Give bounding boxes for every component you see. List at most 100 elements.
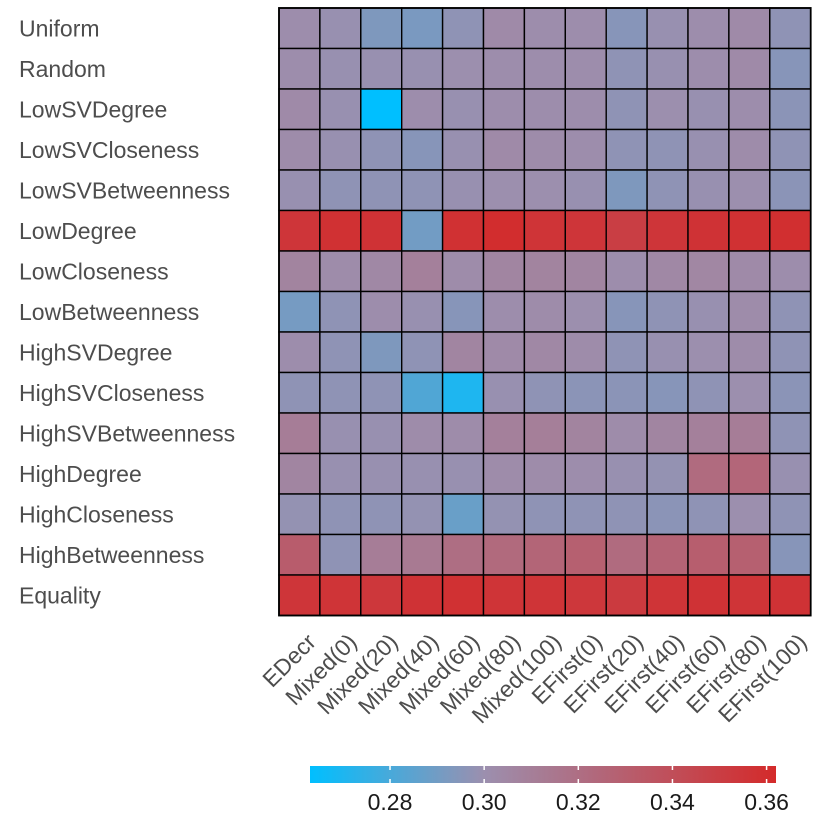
- heatmap-cell: [401, 250, 444, 293]
- heatmap-cell: [646, 493, 689, 536]
- colorbar-tick-label: 0.30: [462, 789, 507, 815]
- heatmap-cell: [278, 574, 321, 617]
- row-labels: Uniform Random LowSVDegree LowSVCloseness Lo…: [19, 15, 235, 608]
- heatmap-cell: [523, 574, 567, 617]
- row-label: Random: [19, 56, 106, 82]
- heatmap-cell: [401, 209, 444, 252]
- heatmap-cell: [769, 47, 812, 90]
- heatmap-cell: [319, 209, 362, 252]
- heatmap-cell: [360, 331, 403, 374]
- heatmap-cell: [319, 290, 362, 333]
- heatmap-cell: [401, 574, 444, 617]
- heatmap-cell: [728, 290, 771, 333]
- heatmap-cell: [769, 412, 812, 455]
- heatmap-cell: [769, 574, 812, 617]
- heatmap-cell: [319, 169, 362, 212]
- heatmap-cell: [564, 452, 607, 495]
- heatmap-cell: [605, 209, 648, 252]
- heatmap-cell: [564, 250, 607, 293]
- row-label: HighCloseness: [19, 501, 174, 527]
- row-label: HighSVDegree: [19, 339, 172, 365]
- heatmap-cell: [769, 128, 812, 171]
- heatmap-cell: [401, 452, 444, 495]
- heatmap-cell: [523, 371, 567, 414]
- heatmap-cell: [646, 250, 689, 293]
- heatmap-cell: [482, 47, 526, 90]
- heatmap-cell: [564, 331, 607, 374]
- heatmap-cell: [482, 533, 526, 576]
- heatmap-cell: [728, 7, 771, 50]
- heatmap-cell: [401, 371, 444, 414]
- heatmap-cell: [564, 371, 607, 414]
- heatmap-cell: [605, 169, 648, 212]
- colorbar-ticks: 0.28 0.30 0.32 0.34 0.36: [368, 766, 789, 815]
- heatmap-cell: [769, 290, 812, 333]
- heatmap-cell: [564, 533, 607, 576]
- heatmap-cell: [523, 412, 567, 455]
- heatmap-cell: [319, 412, 362, 455]
- heatmap-cell: [769, 533, 812, 576]
- heatmap-cell: [687, 412, 730, 455]
- heatmap-cell: [278, 331, 321, 374]
- heatmap-cell: [482, 88, 526, 131]
- heatmap-cell: [523, 290, 567, 333]
- heatmap-cell: [564, 47, 607, 90]
- heatmap-cell: [769, 169, 812, 212]
- heatmap-cell: [482, 250, 526, 293]
- heatmap-cell: [605, 371, 648, 414]
- grid-border: [278, 7, 812, 617]
- heatmap-cell: [523, 47, 567, 90]
- heatmap-cell: [319, 452, 362, 495]
- heatmap-cell: [564, 128, 607, 171]
- row-label: HighSVCloseness: [19, 380, 204, 406]
- heatmap-cell: [441, 533, 485, 576]
- heatmap-cell: [319, 88, 362, 131]
- heatmap-cell: [728, 169, 771, 212]
- heatmap-cell: [319, 250, 362, 293]
- heatmap-cell: [319, 493, 362, 536]
- heatmap-cell: [278, 169, 321, 212]
- heatmap-cell: [687, 452, 730, 495]
- heatmap-cell: [728, 209, 771, 252]
- heatmap-cell: [605, 533, 648, 576]
- heatmap-cell: [360, 169, 403, 212]
- heatmap-cell: [728, 331, 771, 374]
- heatmap-cell: [441, 7, 485, 50]
- heatmap-cell: [360, 493, 403, 536]
- heatmap-cell: [646, 7, 689, 50]
- heatmap-cell: [728, 493, 771, 536]
- heatmap-cell: [441, 169, 485, 212]
- heatmap-cell: [564, 574, 607, 617]
- heatmap-cell: [687, 169, 730, 212]
- heatmap-cell: [441, 128, 485, 171]
- heatmap-cell: [728, 412, 771, 455]
- heatmap-cell: [687, 128, 730, 171]
- heatmap-cell: [646, 47, 689, 90]
- row-label: LowDegree: [19, 218, 137, 244]
- heatmap-cell: [441, 47, 485, 90]
- heatmap-cell: [605, 88, 648, 131]
- heatmap-cell: [728, 250, 771, 293]
- heatmap-cell: [605, 412, 648, 455]
- column-labels: EDecrMixed(0)Mixed(20)Mixed(40)Mixed(60)…: [257, 628, 811, 728]
- heatmap-cell: [646, 88, 689, 131]
- heatmap-cell: [728, 452, 771, 495]
- heatmap-cell: [482, 493, 526, 536]
- heatmap-cell: [605, 574, 648, 617]
- heatmap-cell: [278, 290, 321, 333]
- heatmap-cell: [564, 169, 607, 212]
- heatmap-cell: [441, 88, 485, 131]
- heatmap-cell: [441, 452, 485, 495]
- heatmap-cell: [401, 88, 444, 131]
- heatmap-cell: [687, 493, 730, 536]
- heatmap-cell: [401, 169, 444, 212]
- heatmap-cell: [605, 290, 648, 333]
- heatmap-cell: [646, 169, 689, 212]
- heatmap-cell: [523, 250, 567, 293]
- heatmap-cell: [728, 47, 771, 90]
- heatmap-cell: [401, 331, 444, 374]
- heatmap-cell: [278, 7, 321, 50]
- heatmap-cell: [605, 250, 648, 293]
- heatmap-cell: [441, 574, 485, 617]
- heatmap-cell: [441, 331, 485, 374]
